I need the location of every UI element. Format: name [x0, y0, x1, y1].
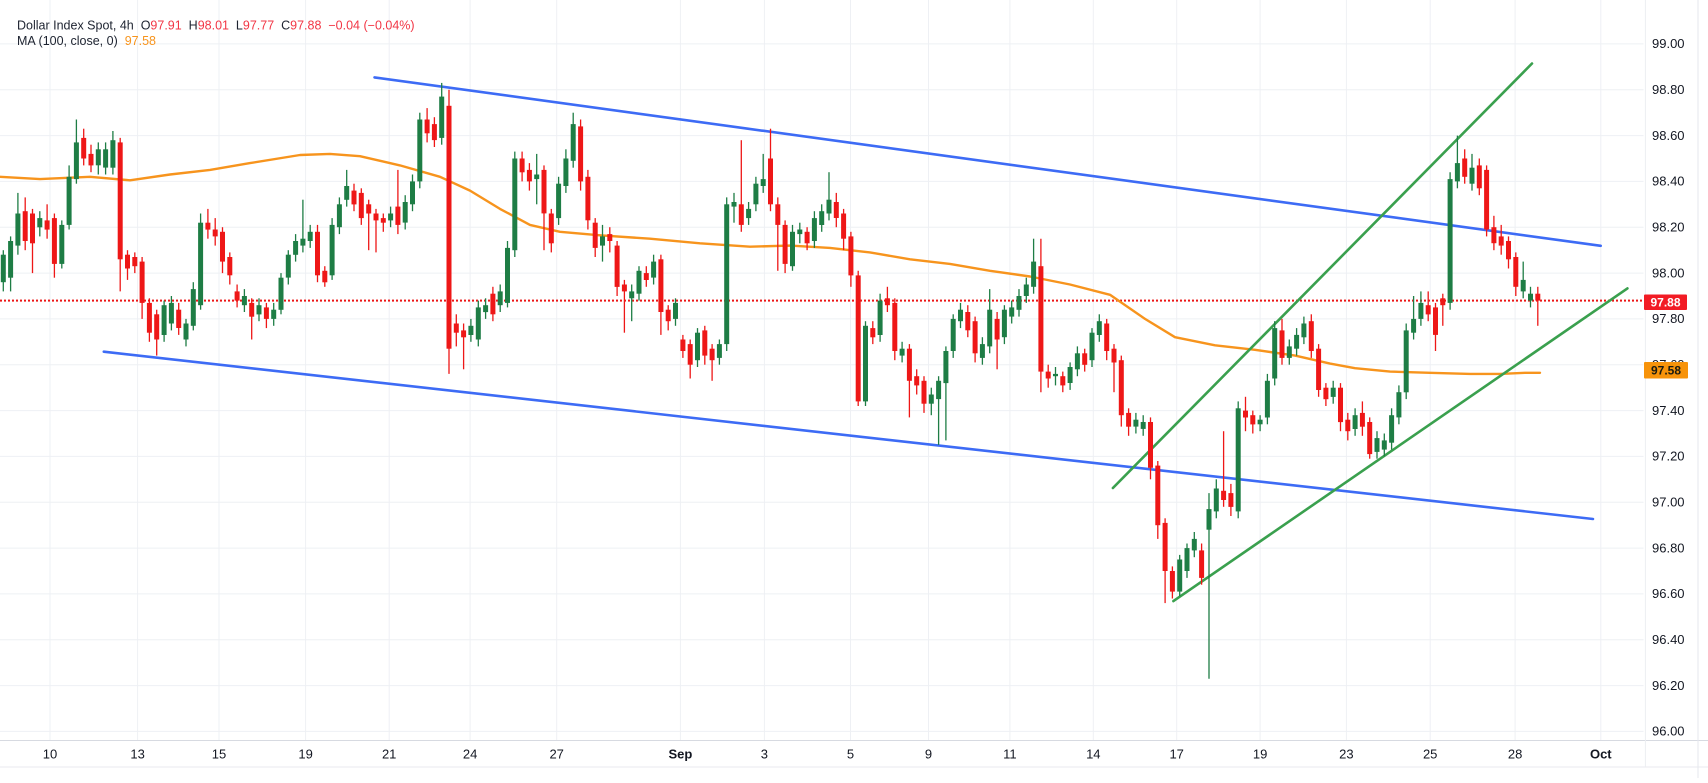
svg-text:97.58: 97.58	[1651, 364, 1681, 378]
svg-text:99.00: 99.00	[1652, 36, 1685, 51]
svg-text:17: 17	[1169, 747, 1183, 762]
svg-text:98.20: 98.20	[1652, 220, 1685, 235]
svg-text:19: 19	[298, 747, 312, 762]
svg-text:97.88: 97.88	[1650, 296, 1680, 310]
svg-text:23: 23	[1339, 747, 1353, 762]
svg-text:97.80: 97.80	[1652, 311, 1685, 326]
svg-text:19: 19	[1253, 747, 1267, 762]
svg-text:96.80: 96.80	[1652, 540, 1685, 555]
svg-text:98.60: 98.60	[1652, 128, 1685, 143]
svg-text:Oct: Oct	[1590, 747, 1612, 762]
svg-text:96.20: 96.20	[1652, 678, 1685, 693]
svg-text:21: 21	[382, 747, 396, 762]
svg-text:28: 28	[1508, 747, 1522, 762]
svg-text:Dollar Index Spot, 4h O97.91: Dollar Index Spot, 4h O97.91 H98.01 L97.…	[17, 19, 415, 33]
svg-text:10: 10	[43, 747, 57, 762]
svg-text:96.60: 96.60	[1652, 586, 1685, 601]
svg-text:14: 14	[1086, 747, 1100, 762]
svg-text:3: 3	[761, 747, 768, 762]
svg-text:15: 15	[212, 747, 226, 762]
svg-text:98.80: 98.80	[1652, 82, 1685, 97]
svg-text:97.40: 97.40	[1652, 403, 1685, 418]
svg-text:96.40: 96.40	[1652, 632, 1685, 647]
svg-text:97.00: 97.00	[1652, 495, 1685, 510]
svg-text:96.00: 96.00	[1652, 724, 1685, 739]
svg-text:24: 24	[463, 747, 477, 762]
svg-text:27: 27	[549, 747, 563, 762]
svg-text:25: 25	[1423, 747, 1437, 762]
svg-text:5: 5	[847, 747, 854, 762]
svg-text:98.00: 98.00	[1652, 265, 1685, 280]
svg-text:97.20: 97.20	[1652, 449, 1685, 464]
svg-text:13: 13	[130, 747, 144, 762]
svg-text:9: 9	[925, 747, 932, 762]
svg-text:11: 11	[1003, 747, 1017, 762]
svg-text:98.40: 98.40	[1652, 174, 1685, 189]
svg-text:Sep: Sep	[668, 747, 692, 762]
svg-text:MA (100, close, 0) 97.58: MA (100, close, 0) 97.58	[17, 34, 156, 48]
